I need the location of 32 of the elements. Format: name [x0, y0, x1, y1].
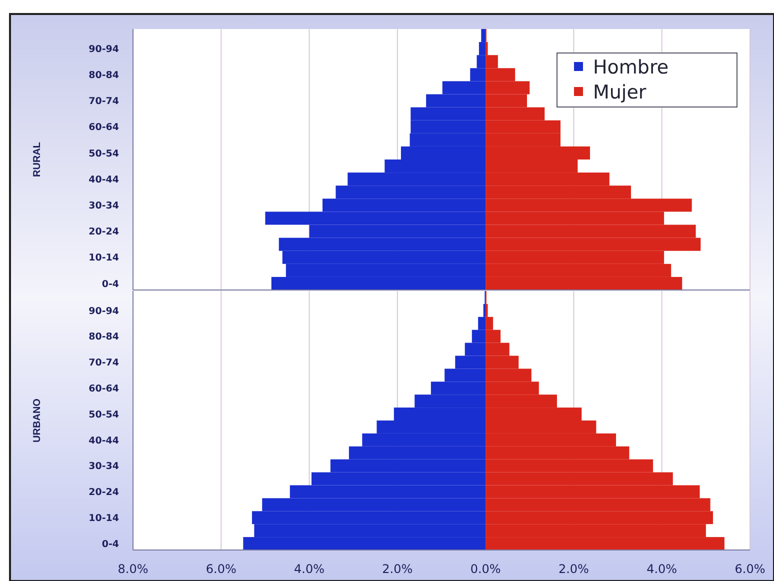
y-tick-label: 70-74 [88, 358, 120, 369]
y-tick-label: 30-34 [88, 461, 120, 472]
y-tick-label: 30-34 [88, 200, 120, 212]
y-tick-label: 50-54 [88, 148, 120, 160]
legend-label: Hombre [593, 56, 669, 79]
y-tick-label: 20-24 [88, 226, 120, 238]
y-tick-label: 10-14 [88, 252, 120, 264]
y-tick-label: 90-94 [88, 44, 120, 55]
y-axis-title: URBANO [32, 398, 43, 442]
y-tick-label: 10-14 [88, 512, 120, 524]
y-tick-label: 0-4 [102, 538, 120, 550]
y-tick-label: 40-44 [88, 435, 120, 446]
y-tick-label: 80-84 [88, 332, 120, 343]
y-tick-label: 50-54 [88, 409, 120, 420]
x-tick-label: 2.0% [382, 562, 413, 576]
y-tick-label: 40-44 [88, 174, 120, 186]
x-tick-label: 4.0% [646, 562, 678, 576]
x-tick-label: 4.0% [294, 562, 325, 576]
x-tick-label: 0.0% [470, 562, 501, 576]
y-tick-label: 20-24 [88, 487, 120, 498]
legend-label: Mujer [593, 82, 646, 104]
y-tick-label: 90-94 [88, 306, 120, 317]
y-tick-label: 70-74 [88, 96, 120, 108]
x-tick-label: 8.0% [118, 562, 148, 576]
y-tick-label: 60-64 [88, 383, 120, 394]
x-tick-label: 6.0% [206, 562, 236, 576]
y-tick-label: 0-4 [102, 278, 120, 290]
y-axis-title: RURAL [32, 142, 43, 177]
x-tick-label: 2.0% [558, 562, 589, 576]
x-tick-label: 6.0% [734, 562, 766, 576]
y-tick-label: 80-84 [88, 70, 120, 81]
y-tick-label: 60-64 [88, 122, 120, 134]
